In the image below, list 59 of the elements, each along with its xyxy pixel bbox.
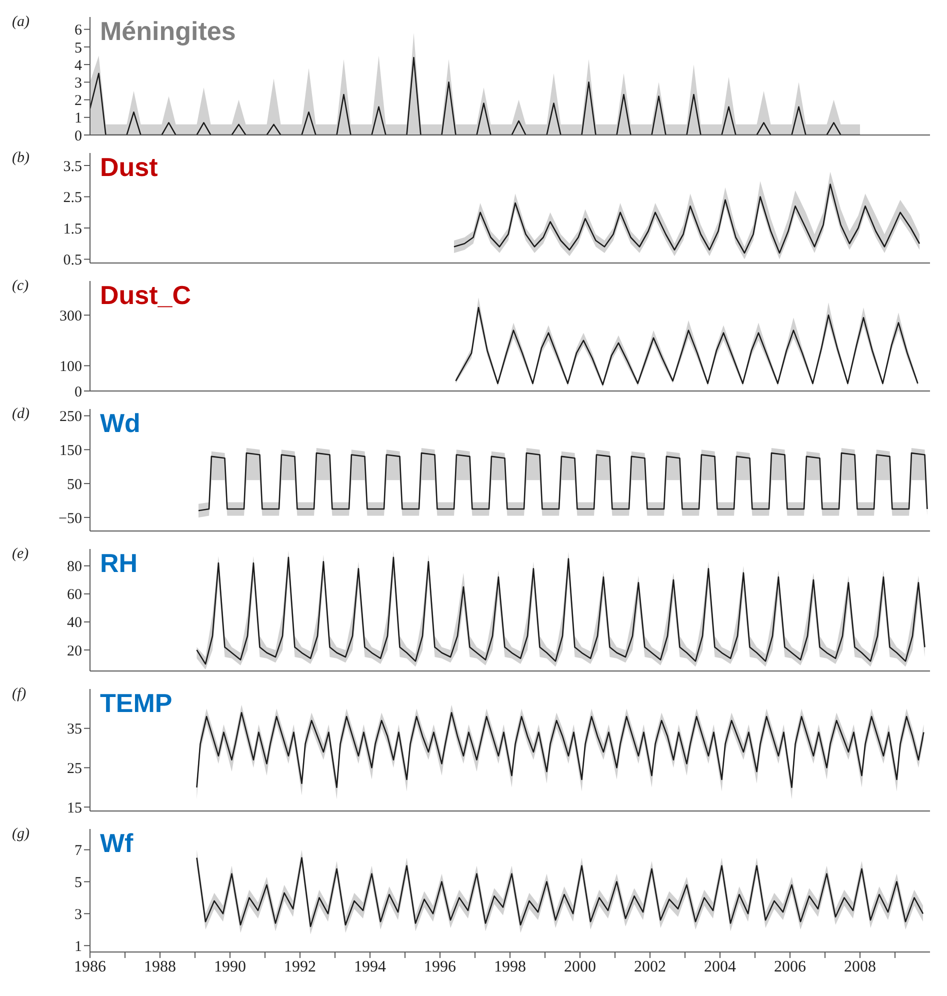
y-tick-label: 150 — [60, 442, 82, 459]
text: (g) — [12, 826, 30, 843]
y-tick-label: 2.5 — [63, 190, 82, 206]
y-tick-label: 0 — [74, 384, 82, 400]
x-tick-label: 1994 — [354, 958, 386, 976]
line-series — [198, 452, 928, 512]
chart-title: Dust — [100, 152, 158, 183]
y-tick-label: 4 — [74, 58, 82, 74]
text: (d) — [12, 406, 30, 423]
x-tick-label: 1996 — [424, 958, 456, 976]
y-tick-label: 7 — [74, 843, 82, 860]
line-series — [196, 857, 924, 928]
y-tick-label: 2 — [74, 93, 82, 110]
y-tick-label: −50 — [58, 510, 82, 527]
chart-title: Wf — [100, 828, 134, 859]
text: (b) — [12, 150, 30, 167]
y-tick-label: 35 — [67, 722, 82, 738]
y-tick-label: 5 — [74, 40, 82, 56]
chart-title: Méningites — [100, 16, 236, 47]
y-tick-label: 0 — [74, 128, 82, 144]
x-tick-label: 2002 — [634, 958, 666, 976]
y-tick-label: 20 — [67, 643, 82, 660]
y-tick-label: 80 — [67, 559, 82, 576]
text: (f) — [12, 686, 26, 703]
x-tick-label: 1992 — [284, 958, 316, 976]
y-tick-label: 300 — [60, 308, 82, 324]
x-tick-label: 2008 — [844, 958, 876, 976]
x-tick-label: 2004 — [704, 958, 736, 976]
y-tick-label: 100 — [60, 359, 82, 376]
text: (c) — [12, 278, 29, 295]
y-tick-label: 250 — [60, 409, 82, 426]
x-tick-label: 2000 — [564, 958, 596, 976]
y-tick-label: 0.5 — [63, 252, 82, 269]
y-tick-label: 3 — [74, 75, 82, 92]
y-tick-label: 5 — [74, 875, 82, 892]
chart-title: Dust_C — [100, 280, 192, 311]
y-tick-label: 25 — [67, 761, 82, 778]
y-tick-label: 1.5 — [63, 221, 82, 238]
y-tick-label: 3.5 — [63, 158, 82, 175]
y-tick-label: 6 — [74, 22, 82, 39]
x-tick-label: 1998 — [494, 958, 526, 976]
chart-title: Wd — [100, 408, 140, 439]
text: (e) — [12, 546, 29, 563]
y-tick-label: 1 — [74, 938, 82, 955]
chart-title: TEMP — [100, 688, 172, 719]
line-series — [453, 184, 920, 254]
x-tick-label: 1988 — [144, 958, 176, 976]
x-tick-label: 2006 — [774, 958, 806, 976]
line-series — [196, 712, 924, 788]
chart-title: RH — [100, 548, 138, 579]
x-tick-label: 1986 — [74, 958, 106, 976]
text: (a) — [12, 14, 30, 31]
y-tick-label: 60 — [67, 587, 82, 604]
y-tick-label: 50 — [67, 476, 82, 493]
x-tick-label: 1990 — [214, 958, 246, 976]
y-tick-label: 1 — [74, 110, 82, 127]
y-tick-label: 40 — [67, 615, 82, 632]
y-tick-label: 3 — [74, 906, 82, 923]
y-tick-label: 15 — [67, 800, 82, 816]
